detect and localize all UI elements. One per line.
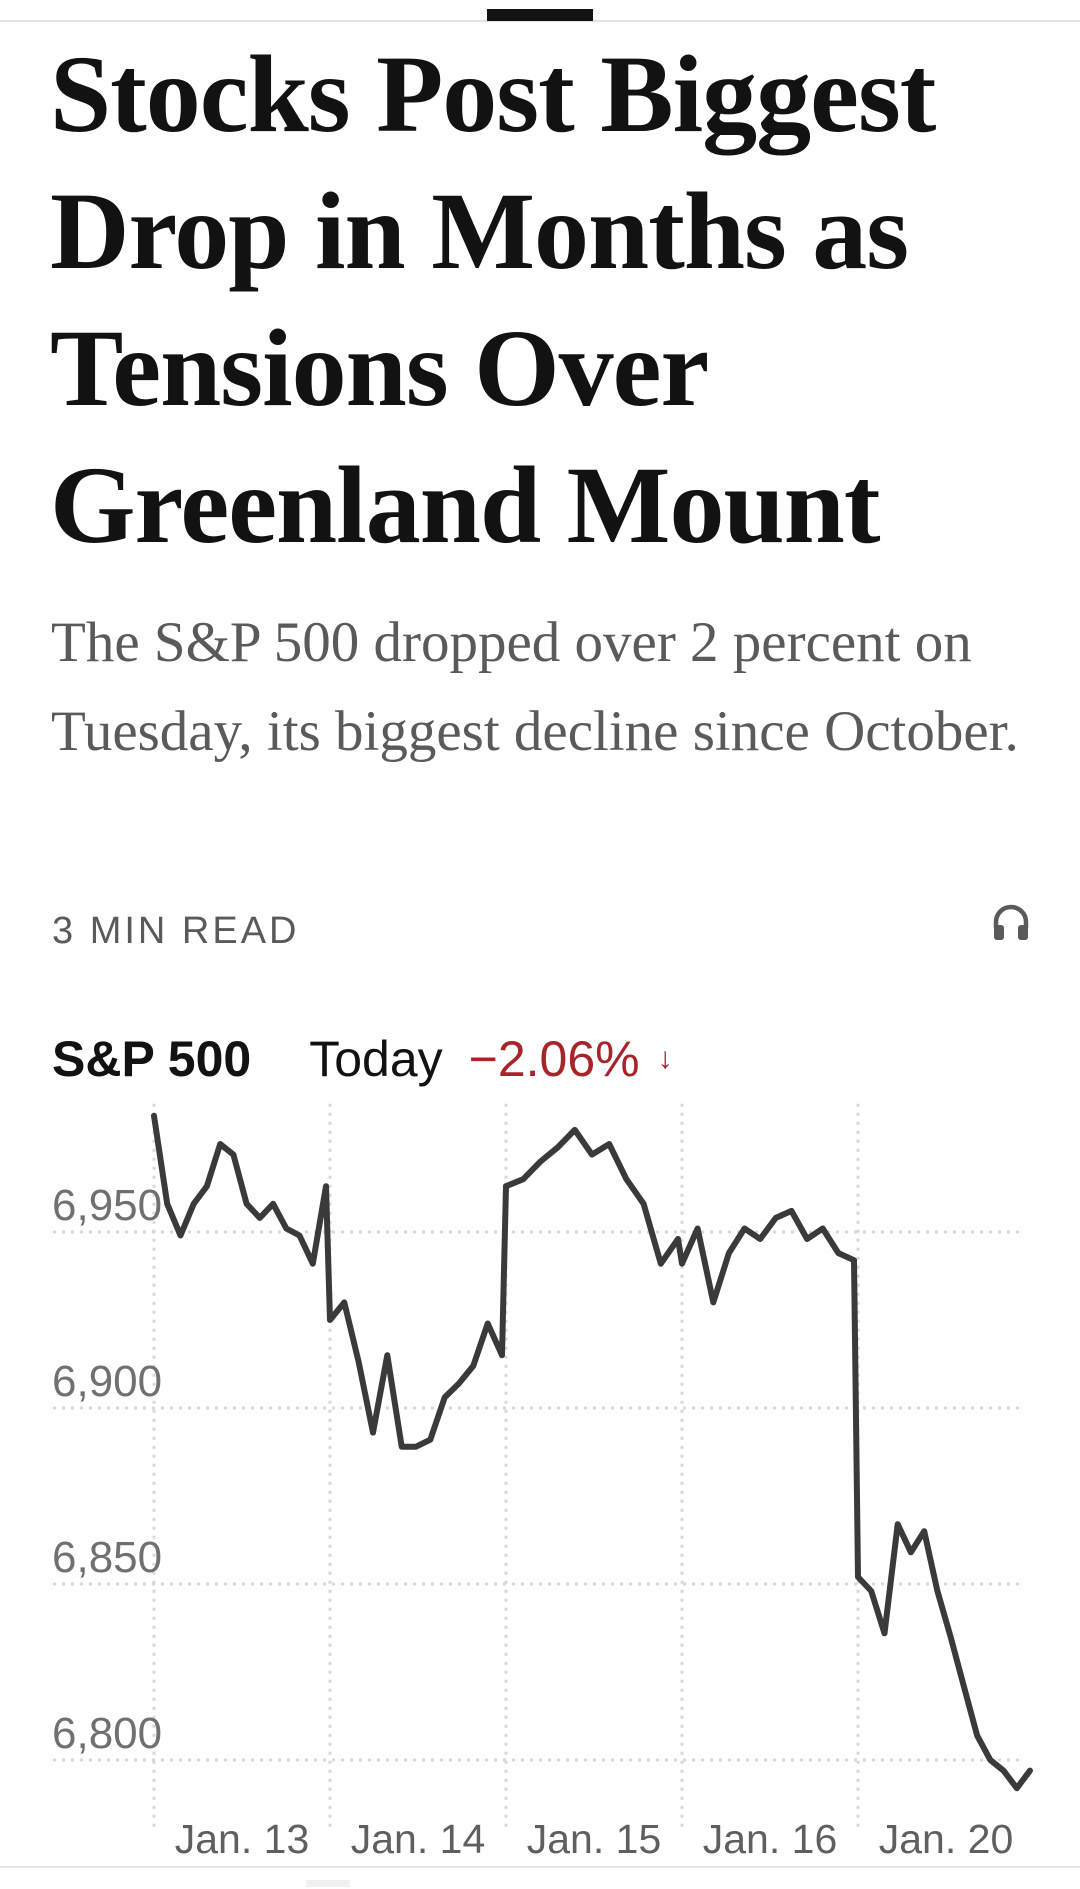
x-tick-label: Jan. 20	[879, 1816, 1014, 1862]
y-tick-label: 6,800	[52, 1709, 162, 1758]
bottom-bar	[0, 1866, 1080, 1889]
bottom-handle	[306, 1880, 350, 1887]
x-tick-label: Jan. 16	[703, 1816, 838, 1862]
price-line	[154, 1116, 1030, 1788]
x-tick-label: Jan. 14	[351, 1816, 486, 1862]
y-tick-label: 6,900	[52, 1357, 162, 1406]
y-tick-label: 6,850	[52, 1533, 162, 1582]
x-tick-label: Jan. 15	[527, 1816, 662, 1862]
x-tick-label: Jan. 13	[175, 1816, 310, 1862]
y-tick-label: 6,950	[52, 1181, 162, 1230]
